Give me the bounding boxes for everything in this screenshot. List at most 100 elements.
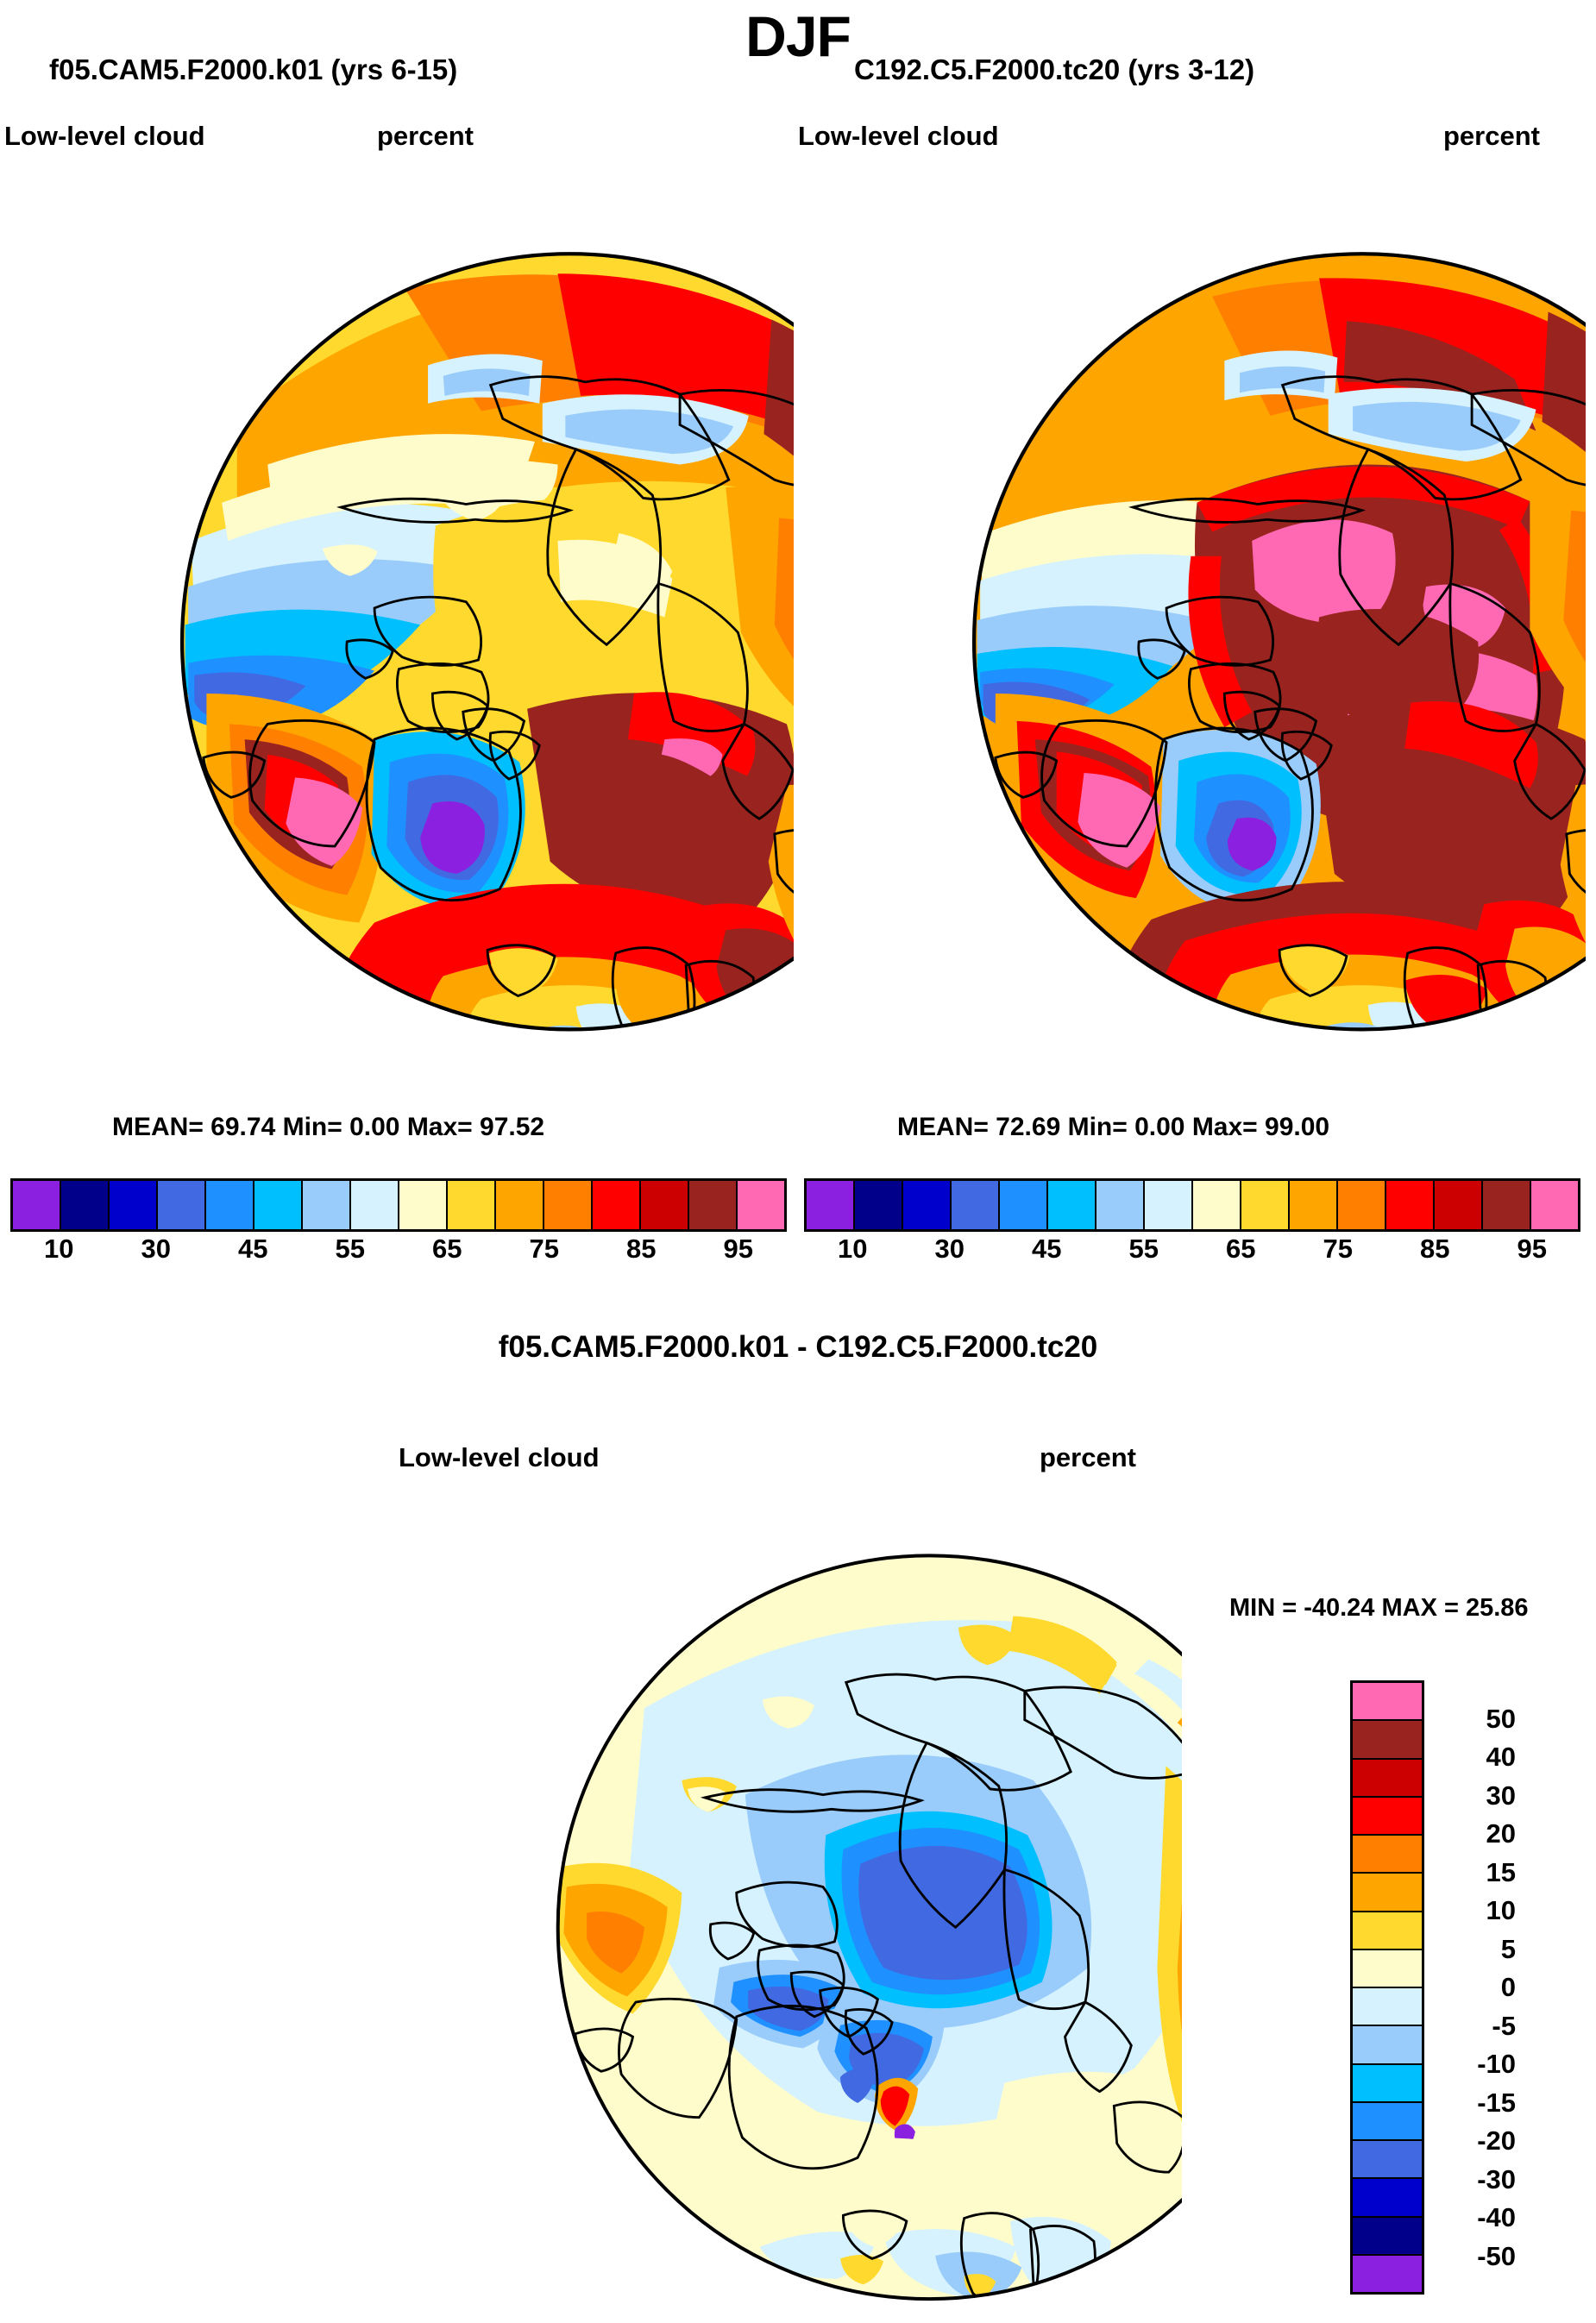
colorbar-swatch <box>1386 1181 1435 1229</box>
colorbar-swatch <box>13 1181 61 1229</box>
colorbar-swatch <box>1353 2179 1422 2218</box>
colorbar-swatch <box>689 1181 738 1229</box>
colorbar-swatch <box>1145 1181 1193 1229</box>
colorbar-swatch <box>952 1181 1000 1229</box>
colorbar-tick-label: 30 <box>141 1234 171 1264</box>
colorbar-swatch <box>1353 1836 1422 1874</box>
colorbar-tick-label: 95 <box>1517 1234 1547 1264</box>
colorbar-tick-label: -15 <box>1477 2087 1516 2118</box>
colorbar-swatch <box>1353 2141 1422 2180</box>
colorbar-swatch <box>1241 1181 1290 1229</box>
colorbar-tick-label: 65 <box>432 1234 462 1264</box>
difference-colorbar-ticks: 50 40 30 20 15 10 5 0 -5 -10 -15 -20 -30 -40 -50 <box>1433 1680 1536 2295</box>
left-panel-units-label: percent <box>377 121 474 151</box>
difference-stats: MIN = -40.24 MAX = 25.86 <box>1229 1594 1529 1622</box>
difference-colorbar-swatches <box>1350 1680 1424 2295</box>
colorbar-tick-label: 30 <box>934 1234 965 1264</box>
difference-polar-map <box>371 1501 1182 2320</box>
right-panel-stats: MEAN= 72.69 Min= 0.00 Max= 99.00 <box>897 1113 1330 1141</box>
colorbar-swatch <box>1353 2217 1422 2256</box>
colorbar-swatch <box>1096 1181 1145 1229</box>
colorbar-swatch <box>1353 1912 1422 1950</box>
colorbar-swatch <box>1353 1721 1422 1760</box>
colorbar-swatch <box>254 1181 303 1229</box>
colorbar-tick-label: -50 <box>1477 2240 1516 2271</box>
left-colorbar-ticks: 10 30 45 55 65 75 85 95 <box>10 1232 787 1271</box>
colorbar-tick-label: 65 <box>1226 1234 1256 1264</box>
difference-units-label: percent <box>1040 1442 1136 1472</box>
colorbar-tick-label: 75 <box>529 1234 559 1264</box>
colorbar-swatch <box>1353 2064 1422 2103</box>
colorbar-tick-label: 95 <box>723 1234 753 1264</box>
colorbar-swatch <box>1483 1181 1531 1229</box>
right-colorbar-ticks: 10 30 45 55 65 75 85 95 <box>804 1232 1580 1271</box>
colorbar-tick-label: 45 <box>238 1234 268 1264</box>
colorbar-swatch <box>399 1181 448 1229</box>
colorbar-tick-label: 40 <box>1486 1742 1516 1772</box>
colorbar-swatch <box>1353 2255 1422 2292</box>
colorbar-swatch <box>1193 1181 1241 1229</box>
colorbar-swatch <box>110 1181 158 1229</box>
colorbar-swatch <box>1290 1181 1338 1229</box>
colorbar-swatch <box>351 1181 399 1229</box>
colorbar-tick-label: 0 <box>1500 1972 1516 2002</box>
colorbar-tick-label: 10 <box>838 1234 868 1264</box>
colorbar-swatch <box>1353 1949 1422 1988</box>
colorbar-swatch <box>738 1181 784 1229</box>
right-colorbar: 10 30 45 55 65 75 85 95 <box>804 1178 1580 1271</box>
left-colorbar: 10 30 45 55 65 75 85 95 <box>10 1178 787 1271</box>
colorbar-swatch <box>855 1181 903 1229</box>
colorbar-tick-label: 50 <box>1486 1703 1516 1734</box>
colorbar-tick-label: -40 <box>1477 2202 1516 2232</box>
colorbar-swatch <box>1353 1874 1422 1912</box>
colorbar-swatch <box>641 1181 689 1229</box>
colorbar-swatch <box>1048 1181 1096 1229</box>
right-panel-variable-label: Low-level cloud <box>798 121 999 151</box>
colorbar-tick-label: 5 <box>1500 1933 1516 1964</box>
colorbar-swatch <box>1353 1759 1422 1798</box>
right-panel-units-label: percent <box>1443 121 1540 151</box>
left-panel-title: f05.CAM5.F2000.k01 (yrs 6-15) <box>49 53 458 85</box>
colorbar-swatch <box>206 1181 254 1229</box>
colorbar-swatch <box>593 1181 641 1229</box>
left-panel-variable-label: Low-level cloud <box>4 121 205 151</box>
colorbar-swatch <box>1353 2102 1422 2141</box>
left-colorbar-swatches <box>10 1178 787 1232</box>
colorbar-swatch <box>1353 1988 1422 2027</box>
figure-season-title: DJF <box>745 4 851 68</box>
colorbar-swatch <box>1000 1181 1048 1229</box>
colorbar-swatch <box>1531 1181 1578 1229</box>
colorbar-swatch <box>61 1181 110 1229</box>
difference-panel-title: f05.CAM5.F2000.k01 - C192.C5.F2000.tc20 <box>498 1330 1098 1364</box>
colorbar-swatch <box>807 1181 855 1229</box>
colorbar-tick-label: 55 <box>335 1234 365 1264</box>
colorbar-tick-label: 85 <box>1420 1234 1450 1264</box>
colorbar-tick-label: 85 <box>626 1234 657 1264</box>
colorbar-swatch <box>1353 1683 1422 1722</box>
colorbar-tick-label: -10 <box>1477 2049 1516 2079</box>
right-colorbar-swatches <box>804 1178 1580 1232</box>
difference-colorbar: 50 40 30 20 15 10 5 0 -5 -10 -15 -20 -30 -40 -50 <box>1350 1680 1516 2295</box>
colorbar-swatch <box>1353 2026 1422 2065</box>
left-polar-map <box>3 166 794 1098</box>
right-polar-map <box>795 166 1586 1098</box>
colorbar-tick-label: 20 <box>1486 1818 1516 1849</box>
colorbar-tick-label: 30 <box>1486 1780 1516 1811</box>
difference-variable-label: Low-level cloud <box>399 1442 600 1472</box>
colorbar-tick-label: 10 <box>44 1234 74 1264</box>
colorbar-swatch <box>448 1181 496 1229</box>
colorbar-tick-label: -30 <box>1477 2163 1516 2194</box>
colorbar-tick-label: 15 <box>1486 1856 1516 1887</box>
right-panel-title: C192.C5.F2000.tc20 (yrs 3-12) <box>854 53 1255 85</box>
colorbar-swatch <box>903 1181 952 1229</box>
colorbar-swatch <box>496 1181 544 1229</box>
colorbar-swatch <box>544 1181 593 1229</box>
colorbar-tick-label: -20 <box>1477 2125 1516 2156</box>
colorbar-tick-label: -5 <box>1492 2010 1516 2041</box>
colorbar-swatch <box>303 1181 351 1229</box>
colorbar-swatch <box>1353 1797 1422 1836</box>
colorbar-swatch <box>158 1181 206 1229</box>
colorbar-swatch <box>1338 1181 1386 1229</box>
colorbar-tick-label: 10 <box>1486 1895 1516 1925</box>
colorbar-tick-label: 55 <box>1128 1234 1159 1264</box>
